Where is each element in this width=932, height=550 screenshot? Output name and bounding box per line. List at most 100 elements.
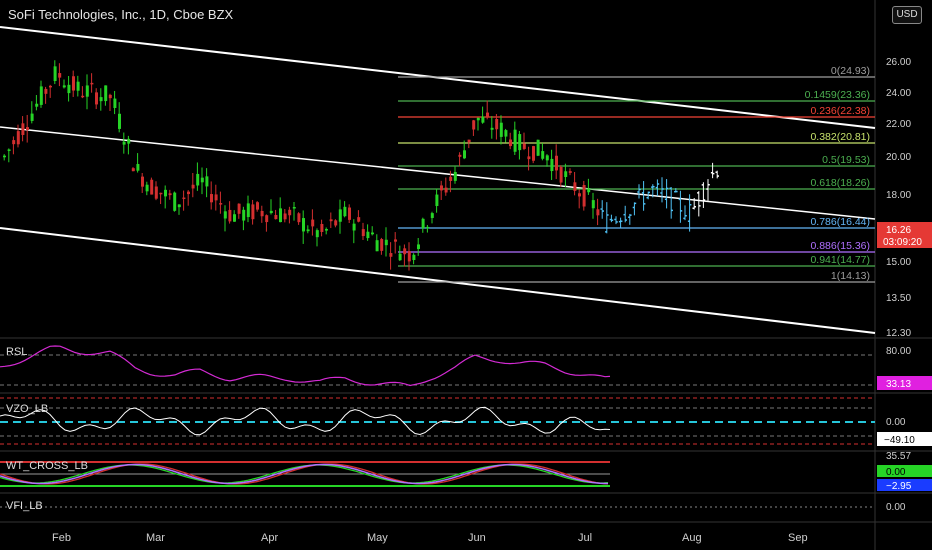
candle-body bbox=[486, 112, 489, 117]
candle-body bbox=[582, 185, 586, 207]
candle-body bbox=[532, 146, 535, 161]
candle-body bbox=[67, 84, 71, 94]
time-label: Feb bbox=[52, 532, 71, 544]
candle-body bbox=[325, 229, 328, 231]
candle-body bbox=[21, 123, 25, 135]
candle-body bbox=[366, 231, 370, 239]
candle-body bbox=[274, 214, 278, 220]
candle-body bbox=[49, 85, 52, 88]
candle-body bbox=[472, 120, 476, 130]
candle-body bbox=[435, 194, 439, 207]
candle-body bbox=[210, 194, 213, 203]
fib-label: 0.941(14.77) bbox=[810, 254, 870, 266]
candle-body bbox=[513, 129, 517, 152]
candle-body bbox=[555, 155, 558, 171]
candle-body bbox=[214, 194, 218, 201]
fibonacci-retracement[interactable]: 0(24.93) 0.1459(23.36) 0.236(22.38) 0.382(2… bbox=[398, 65, 875, 283]
candle-body bbox=[481, 116, 485, 123]
candle-body bbox=[145, 184, 149, 192]
candle-body bbox=[559, 166, 563, 183]
candle-body bbox=[187, 191, 190, 195]
candle-body bbox=[256, 202, 259, 210]
candle-body bbox=[311, 219, 315, 227]
candle-body bbox=[265, 215, 269, 223]
candle-body bbox=[495, 118, 499, 130]
candle-body bbox=[449, 176, 453, 181]
fib-label: 0.786(16.44) bbox=[810, 216, 870, 228]
vzo-tick-0: 0.00 bbox=[886, 417, 906, 428]
candle-body bbox=[233, 214, 236, 222]
wt-cross-pane[interactable]: 35.57 0.00 −2.95 bbox=[0, 451, 932, 492]
candle-body bbox=[476, 117, 480, 121]
candle-body bbox=[407, 251, 411, 262]
rsi-tick-80: 80.00 bbox=[886, 346, 911, 357]
symbol-title: SoFi Technologies, Inc., 1D, Cboe BZX bbox=[8, 7, 234, 22]
candle-body bbox=[352, 223, 356, 231]
candle-body bbox=[417, 244, 420, 249]
vzo-pane[interactable]: 0.00 −49.10 bbox=[0, 397, 932, 446]
candle-body bbox=[173, 192, 177, 211]
candle-body bbox=[122, 141, 126, 145]
candle-body bbox=[297, 213, 301, 223]
vfi-pane[interactable]: 0.00 bbox=[0, 502, 906, 513]
bar-countdown: 03:09:20 bbox=[883, 237, 922, 248]
candle-body bbox=[141, 176, 144, 187]
candle-body bbox=[200, 177, 204, 183]
candle-body bbox=[81, 95, 85, 98]
time-label: Aug bbox=[682, 532, 702, 544]
candle-body bbox=[288, 209, 292, 216]
candle-body bbox=[228, 209, 232, 222]
candle-body bbox=[522, 143, 526, 149]
currency-button[interactable]: USD bbox=[892, 6, 922, 24]
candle-body bbox=[564, 171, 568, 178]
candle-body bbox=[292, 207, 296, 209]
candle-body bbox=[39, 86, 43, 105]
candle-body bbox=[453, 172, 457, 181]
time-label: Apr bbox=[261, 532, 278, 544]
candle-body bbox=[44, 88, 48, 94]
candle-body bbox=[398, 253, 402, 261]
vfi-label[interactable]: VFI_LB bbox=[6, 500, 43, 512]
time-axis: Feb Mar Apr May Jun Jul Aug Sep bbox=[52, 532, 808, 544]
candle-body bbox=[205, 176, 209, 187]
wt-tick: 35.57 bbox=[886, 451, 911, 462]
candle-body bbox=[12, 140, 16, 145]
candle-body bbox=[99, 97, 103, 102]
wt-line-purple bbox=[0, 463, 608, 485]
rsi-value-badge: 33.13 bbox=[886, 379, 911, 390]
candle-body bbox=[426, 226, 430, 229]
candle-body bbox=[30, 113, 34, 121]
vzo-label[interactable]: VZO_LB bbox=[6, 403, 49, 415]
candle-body bbox=[578, 193, 581, 197]
time-label: May bbox=[367, 532, 388, 544]
candle-body bbox=[35, 103, 39, 107]
candle-body bbox=[182, 197, 186, 200]
candle-body bbox=[269, 210, 273, 214]
rsi-pane[interactable]: 80.00 33.13 bbox=[0, 345, 932, 390]
candle-body bbox=[95, 92, 98, 105]
candle-body bbox=[242, 209, 246, 221]
fib-label: 1(14.13) bbox=[831, 270, 870, 282]
vzo-line bbox=[0, 406, 611, 436]
candle-body bbox=[177, 204, 181, 208]
rsi-label[interactable]: RSL bbox=[6, 346, 28, 358]
candle-body bbox=[196, 173, 200, 186]
candle-body bbox=[499, 122, 503, 137]
candle-body bbox=[509, 139, 512, 147]
candle-body bbox=[246, 203, 250, 218]
candle-body bbox=[596, 209, 600, 216]
candle-body bbox=[315, 230, 319, 238]
candle-body bbox=[527, 156, 531, 160]
candle-body bbox=[430, 213, 434, 218]
channel-lines bbox=[0, 26, 876, 334]
candle-body bbox=[302, 218, 305, 232]
candle-body bbox=[587, 188, 591, 193]
candle-body bbox=[541, 151, 545, 159]
candle-body bbox=[90, 82, 94, 85]
candle-body bbox=[62, 85, 66, 88]
candlestick-series bbox=[3, 60, 719, 271]
candle-body bbox=[26, 127, 29, 130]
candle-body bbox=[545, 155, 549, 161]
wt-label[interactable]: WT_CROSS_LB bbox=[6, 460, 88, 472]
